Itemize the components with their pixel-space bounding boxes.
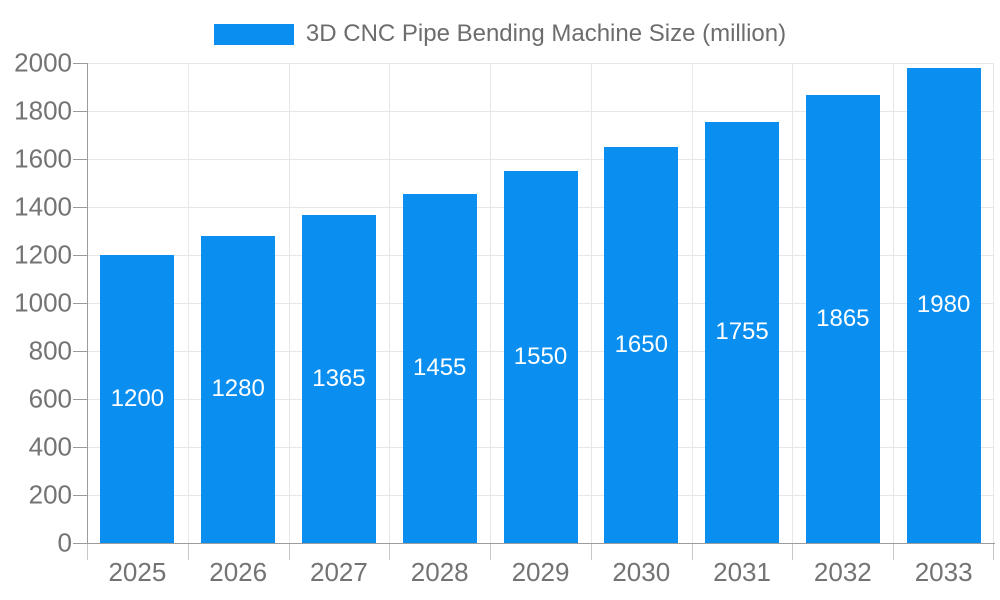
v-gridline bbox=[692, 63, 693, 543]
bar-value-label: 1455 bbox=[413, 354, 467, 382]
bar-value-label: 1865 bbox=[816, 305, 870, 333]
bar: 1200 bbox=[100, 255, 175, 543]
x-axis-tick bbox=[993, 544, 994, 560]
y-axis-tick-label: 1600 bbox=[14, 143, 72, 174]
legend: 3D CNC Pipe Bending Machine Size (millio… bbox=[0, 20, 1000, 48]
bar: 1755 bbox=[705, 121, 780, 543]
bar: 1980 bbox=[906, 67, 981, 543]
bar-value-label: 1650 bbox=[614, 331, 668, 358]
bar-value-label: 1200 bbox=[110, 385, 165, 412]
x-axis-tick-label: 2033 bbox=[914, 557, 973, 587]
plot-area: 1200 1280 1365 1455 1550 1650 1755 1865 1980 bbox=[87, 63, 994, 543]
y-axis-tick bbox=[73, 351, 87, 352]
v-gridline bbox=[289, 63, 290, 543]
x-axis-tick-label: 2032 bbox=[813, 557, 872, 587]
bar: 1455 bbox=[402, 193, 477, 543]
v-gridline bbox=[389, 63, 390, 543]
bar-value-label: 1280 bbox=[211, 375, 265, 403]
v-gridline bbox=[188, 63, 189, 543]
x-axis-tick-label: 2027 bbox=[310, 557, 368, 587]
y-axis-tick-label: 1000 bbox=[14, 287, 72, 318]
x-axis-tick-label: 2025 bbox=[108, 557, 167, 587]
y-axis-tick-label: 1400 bbox=[14, 191, 72, 222]
x-axis-line bbox=[87, 543, 995, 544]
y-axis-tick bbox=[73, 495, 87, 496]
y-axis-tick-label: 800 bbox=[28, 335, 72, 366]
y-axis-tick bbox=[73, 159, 87, 160]
y-axis-tick-label: 2000 bbox=[14, 47, 72, 78]
x-axis-tick-label: 2029 bbox=[511, 557, 570, 587]
v-gridline bbox=[490, 63, 491, 543]
bar: 1365 bbox=[301, 215, 376, 543]
x-axis-tick bbox=[692, 544, 693, 560]
x-axis-tick-label: 2028 bbox=[410, 557, 469, 587]
h-gridline bbox=[87, 63, 994, 64]
legend-label: 3D CNC Pipe Bending Machine Size (millio… bbox=[305, 20, 787, 47]
x-axis-tick-label: 2031 bbox=[713, 557, 771, 587]
x-axis-tick-label: 2030 bbox=[612, 557, 671, 587]
x-axis-tick bbox=[792, 544, 793, 560]
x-axis-tick bbox=[893, 544, 894, 560]
bar-value-label: 1550 bbox=[513, 343, 568, 370]
y-axis-tick bbox=[73, 543, 87, 544]
y-axis-tick-label: 400 bbox=[28, 431, 72, 462]
y-axis-tick-label: 1200 bbox=[14, 239, 72, 270]
x-axis-tick bbox=[389, 544, 390, 560]
y-axis-tick-label: 600 bbox=[28, 383, 72, 414]
y-axis-tick bbox=[73, 63, 87, 64]
x-axis-tick bbox=[490, 544, 491, 560]
y-axis-tick-label: 200 bbox=[28, 479, 72, 510]
x-axis-tick-label: 2026 bbox=[209, 557, 268, 587]
y-axis-line bbox=[87, 63, 88, 544]
legend-swatch bbox=[213, 23, 294, 45]
y-axis-tick bbox=[73, 447, 87, 448]
bar-value-label: 1980 bbox=[916, 291, 971, 319]
y-axis-tick bbox=[73, 207, 87, 208]
h-gridline bbox=[87, 111, 994, 112]
bar-value-label: 1755 bbox=[715, 318, 769, 346]
y-axis-tick-label: 0 bbox=[57, 527, 72, 558]
x-axis-tick bbox=[591, 544, 592, 560]
y-axis-tick bbox=[73, 111, 87, 112]
bar: 1280 bbox=[201, 235, 276, 543]
v-gridline bbox=[993, 63, 994, 543]
x-axis-tick bbox=[87, 544, 88, 560]
bar: 1550 bbox=[503, 171, 578, 543]
bar: 1865 bbox=[805, 95, 880, 543]
bar: 1650 bbox=[604, 147, 679, 543]
y-axis-tick bbox=[73, 399, 87, 400]
v-gridline bbox=[792, 63, 793, 543]
x-axis-tick bbox=[289, 544, 290, 560]
v-gridline bbox=[591, 63, 592, 543]
y-axis-tick bbox=[73, 303, 87, 304]
bar-value-label: 1365 bbox=[312, 365, 366, 393]
v-gridline bbox=[893, 63, 894, 543]
y-axis-tick bbox=[73, 255, 87, 256]
y-axis-tick-label: 1800 bbox=[14, 95, 72, 126]
h-gridline bbox=[87, 159, 994, 160]
x-axis-tick bbox=[188, 544, 189, 560]
